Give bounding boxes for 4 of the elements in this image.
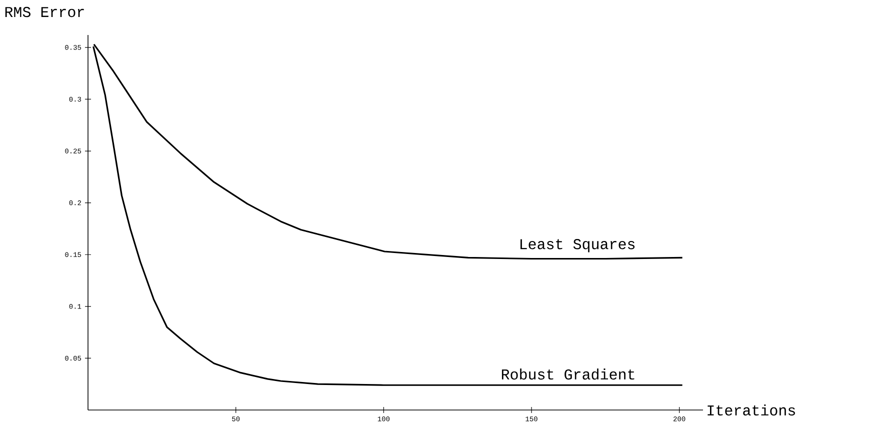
series-label: Least Squares: [520, 239, 635, 252]
x-axis-title: Iterations: [708, 404, 795, 416]
y-axis-title: RMS Error: [5, 6, 84, 18]
series-label: Robust Gradient: [502, 368, 634, 380]
